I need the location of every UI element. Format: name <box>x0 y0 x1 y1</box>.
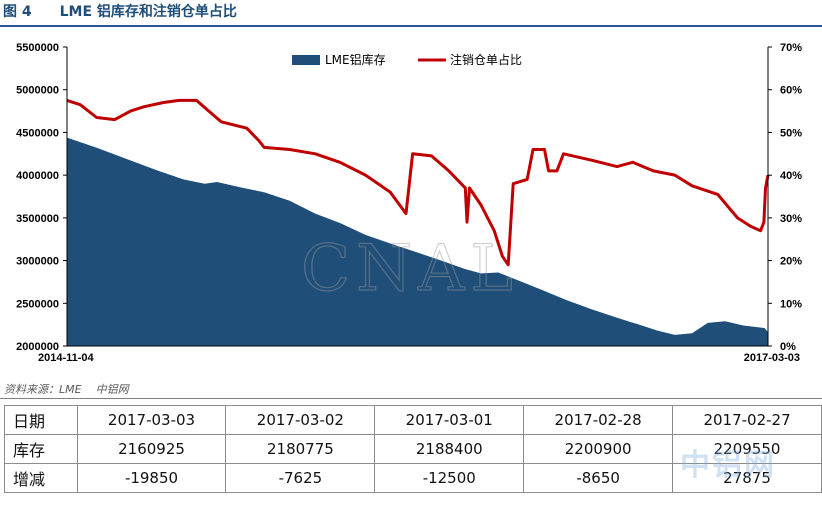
table-cell: 2200900 <box>523 434 674 464</box>
title-divider <box>0 25 822 27</box>
y-right-tick-label: 60% <box>780 85 802 97</box>
source-note: 资料来源：LME 中铝网 <box>4 381 129 397</box>
table-cell: 2017-03-01 <box>374 405 525 435</box>
legend-swatch-inventory <box>292 55 320 65</box>
x-tick-label: 2017-03-03 <box>744 352 800 364</box>
table-cell: -7625 <box>225 463 376 493</box>
table-cell: 27875 <box>672 463 822 493</box>
y-left-tick-label: 2000000 <box>16 341 59 353</box>
y-left-tick-label: 5500000 <box>16 42 59 54</box>
y-right-tick-label: 40% <box>780 170 802 182</box>
chart-watermark: CNAL <box>301 232 519 306</box>
y-left-tick-label: 3000000 <box>16 256 59 268</box>
source-label: 资料来源：LME <box>4 383 82 396</box>
x-tick-label: 2014-11-04 <box>38 352 95 364</box>
y-right-tick-label: 30% <box>780 213 802 225</box>
figure-number: 图 4 <box>3 4 32 20</box>
row-header: 增减 <box>4 463 78 493</box>
table-cell: -19850 <box>76 463 227 493</box>
inventory-table: 日期 2017-03-03 2017-03-02 2017-03-01 2017… <box>4 405 822 493</box>
table-cell: 2188400 <box>374 434 525 464</box>
table-row: 库存 2160925 2180775 2188400 2200900 22095… <box>4 434 822 464</box>
figure-title-text: LME 铝库存和注销仓单占比 <box>59 4 237 20</box>
y-left-tick-label: 4500000 <box>16 127 59 139</box>
source-brand: 中铝网 <box>95 383 129 396</box>
y-right-tick-label: 70% <box>780 42 802 54</box>
cancelled-ratio-line-series <box>66 98 770 267</box>
table-cell: 2180775 <box>225 434 376 464</box>
table-cell: -8650 <box>523 463 674 493</box>
y-right-tick-label: 50% <box>780 127 802 139</box>
y-right-tick-label: 0% <box>780 341 796 353</box>
y-left-tick-label: 5000000 <box>16 85 59 97</box>
legend-label-inventory: LME铝库存 <box>325 52 386 67</box>
table-cell: 2017-03-02 <box>225 405 376 435</box>
table-cell: 2017-02-27 <box>672 405 822 435</box>
table-row: 日期 2017-03-03 2017-03-02 2017-03-01 2017… <box>4 405 822 435</box>
y-right-tick-label: 20% <box>780 256 802 268</box>
table-cell: -12500 <box>374 463 525 493</box>
y-left-tick-label: 2500000 <box>16 298 59 310</box>
source-divider <box>0 398 822 399</box>
table-cell: 2209550 <box>672 434 822 464</box>
inventory-chart: CNAL 2000000 2500000 3000000 3500000 4000000… <box>16 42 802 364</box>
inventory-area-series <box>67 137 768 346</box>
table-cell: 2017-02-28 <box>523 405 674 435</box>
row-header: 日期 <box>4 405 78 435</box>
figure-title: 图 4 LME 铝库存和注销仓单占比 <box>3 1 237 23</box>
row-header: 库存 <box>4 434 78 464</box>
table-cell: 2160925 <box>76 434 227 464</box>
y-left-tick-label: 3500000 <box>16 213 59 225</box>
y-left-tick-label: 4000000 <box>16 170 59 182</box>
y-right-tick-label: 10% <box>780 298 802 310</box>
chart-legend: LME铝库存 注销仓单占比 <box>292 52 522 67</box>
legend-label-ratio: 注销仓单占比 <box>450 52 522 67</box>
table-row: 增减 -19850 -7625 -12500 -8650 27875 <box>4 463 822 493</box>
table-cell: 2017-03-03 <box>76 405 227 435</box>
